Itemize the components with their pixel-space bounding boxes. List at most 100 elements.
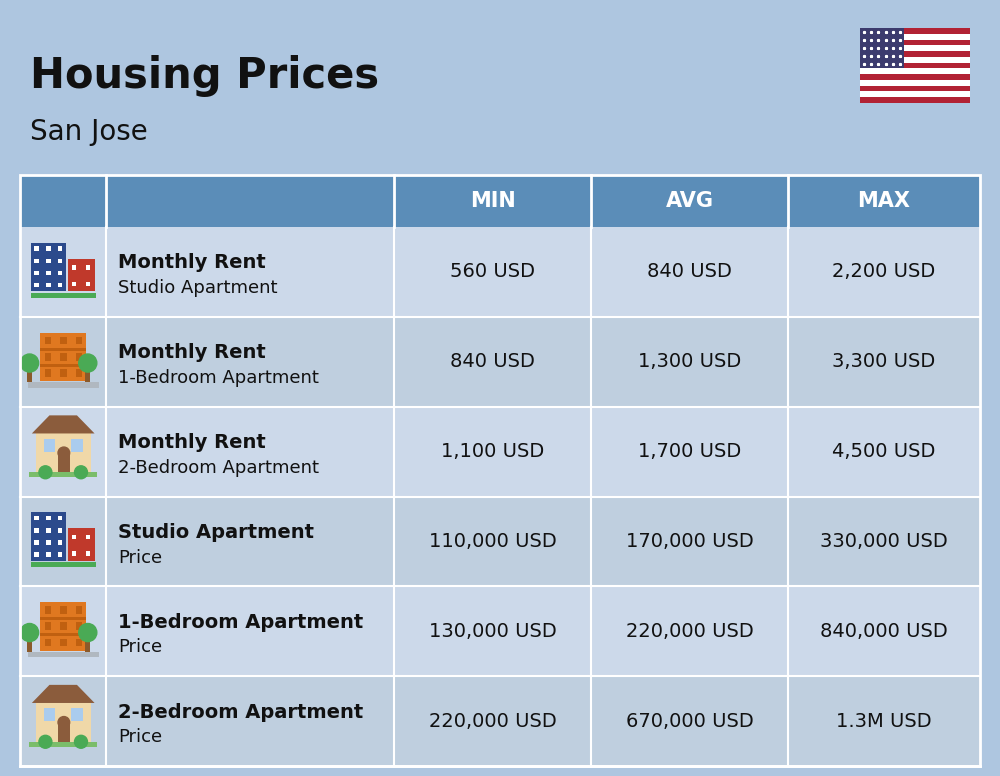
Bar: [34, 282, 39, 287]
Bar: [76, 622, 82, 630]
Bar: [72, 551, 76, 556]
Bar: [58, 553, 62, 557]
Bar: [86, 535, 90, 539]
Bar: [34, 540, 39, 545]
Bar: [860, 28, 970, 103]
Bar: [60, 337, 67, 345]
Text: 330,000 USD: 330,000 USD: [820, 532, 948, 551]
Circle shape: [79, 623, 97, 642]
Bar: [60, 639, 67, 646]
Circle shape: [58, 716, 70, 728]
Bar: [20, 587, 980, 676]
Text: MIN: MIN: [470, 191, 516, 211]
Text: AVG: AVG: [666, 191, 714, 211]
Bar: [20, 676, 980, 766]
Bar: [34, 528, 39, 532]
Bar: [45, 622, 51, 630]
Bar: [45, 353, 51, 361]
Bar: [28, 383, 99, 388]
Text: 840 USD: 840 USD: [450, 352, 535, 371]
Text: Monthly Rent: Monthly Rent: [118, 433, 266, 452]
Bar: [20, 175, 394, 227]
Text: 1,300 USD: 1,300 USD: [638, 352, 741, 371]
Bar: [591, 175, 788, 227]
Bar: [86, 282, 90, 286]
Circle shape: [39, 466, 52, 479]
Text: 130,000 USD: 130,000 USD: [429, 622, 557, 641]
Bar: [76, 606, 82, 614]
Bar: [58, 540, 62, 545]
Bar: [58, 528, 62, 532]
Text: 3,300 USD: 3,300 USD: [832, 352, 936, 371]
Text: Monthly Rent: Monthly Rent: [118, 254, 266, 272]
Bar: [860, 45, 970, 51]
Circle shape: [21, 354, 39, 372]
Bar: [58, 722, 70, 742]
Bar: [76, 369, 82, 377]
Bar: [46, 258, 51, 263]
Bar: [46, 528, 51, 532]
Text: 1-Bedroom Apartment: 1-Bedroom Apartment: [118, 369, 319, 387]
Bar: [394, 175, 591, 227]
Polygon shape: [32, 415, 95, 434]
Text: 4,500 USD: 4,500 USD: [832, 442, 936, 461]
Bar: [20, 407, 980, 497]
Bar: [860, 80, 970, 85]
Text: 2,200 USD: 2,200 USD: [832, 262, 936, 282]
Text: Studio Apartment: Studio Apartment: [118, 279, 277, 297]
Bar: [20, 317, 980, 407]
Bar: [860, 92, 970, 97]
Bar: [76, 353, 82, 361]
Circle shape: [75, 736, 87, 748]
Bar: [45, 337, 51, 345]
Circle shape: [58, 447, 70, 459]
Bar: [34, 247, 39, 251]
Bar: [72, 535, 76, 539]
Bar: [46, 516, 51, 521]
Text: 560 USD: 560 USD: [450, 262, 535, 282]
Text: Price: Price: [118, 549, 162, 566]
Bar: [85, 369, 90, 383]
Circle shape: [21, 623, 39, 642]
Bar: [71, 438, 83, 452]
Text: 2-Bedroom Apartment: 2-Bedroom Apartment: [118, 459, 319, 476]
Bar: [58, 282, 62, 287]
Bar: [36, 434, 91, 473]
Text: 670,000 USD: 670,000 USD: [626, 712, 753, 730]
Text: 220,000 USD: 220,000 USD: [626, 622, 753, 641]
Bar: [58, 453, 70, 473]
Bar: [46, 247, 51, 251]
Text: MAX: MAX: [857, 191, 910, 211]
Text: 840 USD: 840 USD: [647, 262, 732, 282]
Bar: [860, 28, 904, 68]
Bar: [20, 497, 980, 587]
Bar: [60, 622, 67, 630]
Bar: [44, 438, 55, 452]
Bar: [31, 512, 66, 561]
Bar: [72, 265, 76, 270]
Bar: [34, 258, 39, 263]
Bar: [40, 348, 86, 351]
Bar: [860, 34, 970, 40]
Bar: [46, 553, 51, 557]
Bar: [29, 473, 97, 477]
Text: San Jose: San Jose: [30, 118, 148, 146]
Bar: [40, 602, 86, 650]
Text: 1.3M USD: 1.3M USD: [836, 712, 932, 730]
Bar: [44, 708, 55, 721]
Bar: [45, 606, 51, 614]
Bar: [72, 282, 76, 286]
Bar: [76, 639, 82, 646]
Polygon shape: [32, 685, 95, 703]
Bar: [27, 369, 32, 383]
Text: Price: Price: [118, 639, 162, 656]
Text: 1-Bedroom Apartment: 1-Bedroom Apartment: [118, 613, 363, 632]
Bar: [60, 353, 67, 361]
Text: 220,000 USD: 220,000 USD: [429, 712, 557, 730]
Text: 170,000 USD: 170,000 USD: [626, 532, 753, 551]
Bar: [60, 606, 67, 614]
Bar: [46, 282, 51, 287]
Bar: [36, 703, 91, 742]
Bar: [27, 638, 32, 652]
Bar: [788, 175, 980, 227]
